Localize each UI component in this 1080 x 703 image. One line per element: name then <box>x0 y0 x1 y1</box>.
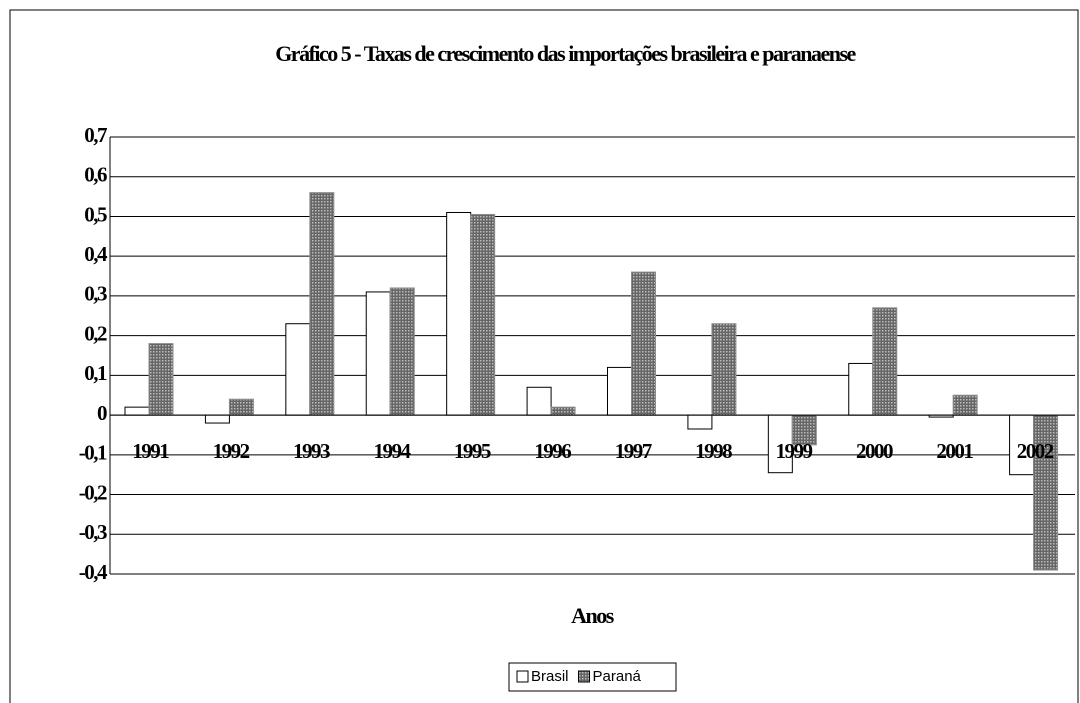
chart-border <box>9 9 1079 703</box>
chart-title: Gráfico 5 - Taxas de crescimento das imp… <box>275 41 856 66</box>
x-tick-label: 1997 <box>615 439 652 463</box>
bar <box>228 398 254 416</box>
legend: Brasil Paraná <box>508 662 677 692</box>
x-tick-label: 1995 <box>454 439 491 463</box>
y-tick-label: 0,5 <box>84 202 107 226</box>
bar <box>365 291 391 416</box>
bar <box>952 394 978 416</box>
bar <box>526 386 552 416</box>
bar <box>687 414 713 430</box>
y-tick-label: -0,4 <box>79 560 108 584</box>
bar <box>631 271 656 416</box>
bar <box>204 414 230 424</box>
bar <box>285 323 311 416</box>
y-tick-label: -0,1 <box>79 441 107 465</box>
y-tick-label: 0,6 <box>84 163 107 187</box>
bar <box>148 343 174 416</box>
x-axis-title: Anos <box>571 603 615 628</box>
x-tick-label: 2002 <box>1017 439 1054 463</box>
bar <box>309 192 335 416</box>
bar <box>1009 414 1035 476</box>
x-tick-label: 1998 <box>695 439 732 463</box>
legend-box <box>508 662 677 692</box>
bar <box>848 362 874 416</box>
bar <box>711 323 737 416</box>
x-tick-label: 1994 <box>373 439 411 463</box>
bar <box>470 213 496 416</box>
bar <box>607 366 632 416</box>
y-tick-label: 0,1 <box>84 361 107 385</box>
y-tick-label: 0,4 <box>84 242 108 266</box>
x-tick-label: 1991 <box>132 439 169 463</box>
legend-swatch <box>578 670 591 683</box>
bar <box>550 406 576 416</box>
y-tick-label: 0,7 <box>84 123 107 147</box>
bar <box>1033 414 1059 571</box>
bar <box>124 406 150 416</box>
legend-swatch <box>516 670 529 683</box>
y-tick-label: -0,3 <box>79 520 107 544</box>
bar <box>791 414 817 446</box>
bar <box>872 307 898 416</box>
legend-label: Brasil <box>531 668 569 685</box>
y-tick-label: 0,2 <box>84 321 107 345</box>
legend-label: Paraná <box>593 668 642 685</box>
x-tick-label: 1992 <box>213 439 250 463</box>
y-tick-label: 0,3 <box>84 282 107 306</box>
x-tick-label: 1996 <box>534 439 571 463</box>
y-tick-label: -0,2 <box>79 480 107 504</box>
x-tick-label: 1993 <box>293 439 330 463</box>
x-tick-label: 2001 <box>936 439 973 463</box>
bar <box>446 211 472 416</box>
bar <box>389 287 415 416</box>
y-tick-label: 0 <box>97 401 107 425</box>
x-tick-label: 2000 <box>856 439 893 463</box>
x-tick-label: 1999 <box>776 439 813 463</box>
